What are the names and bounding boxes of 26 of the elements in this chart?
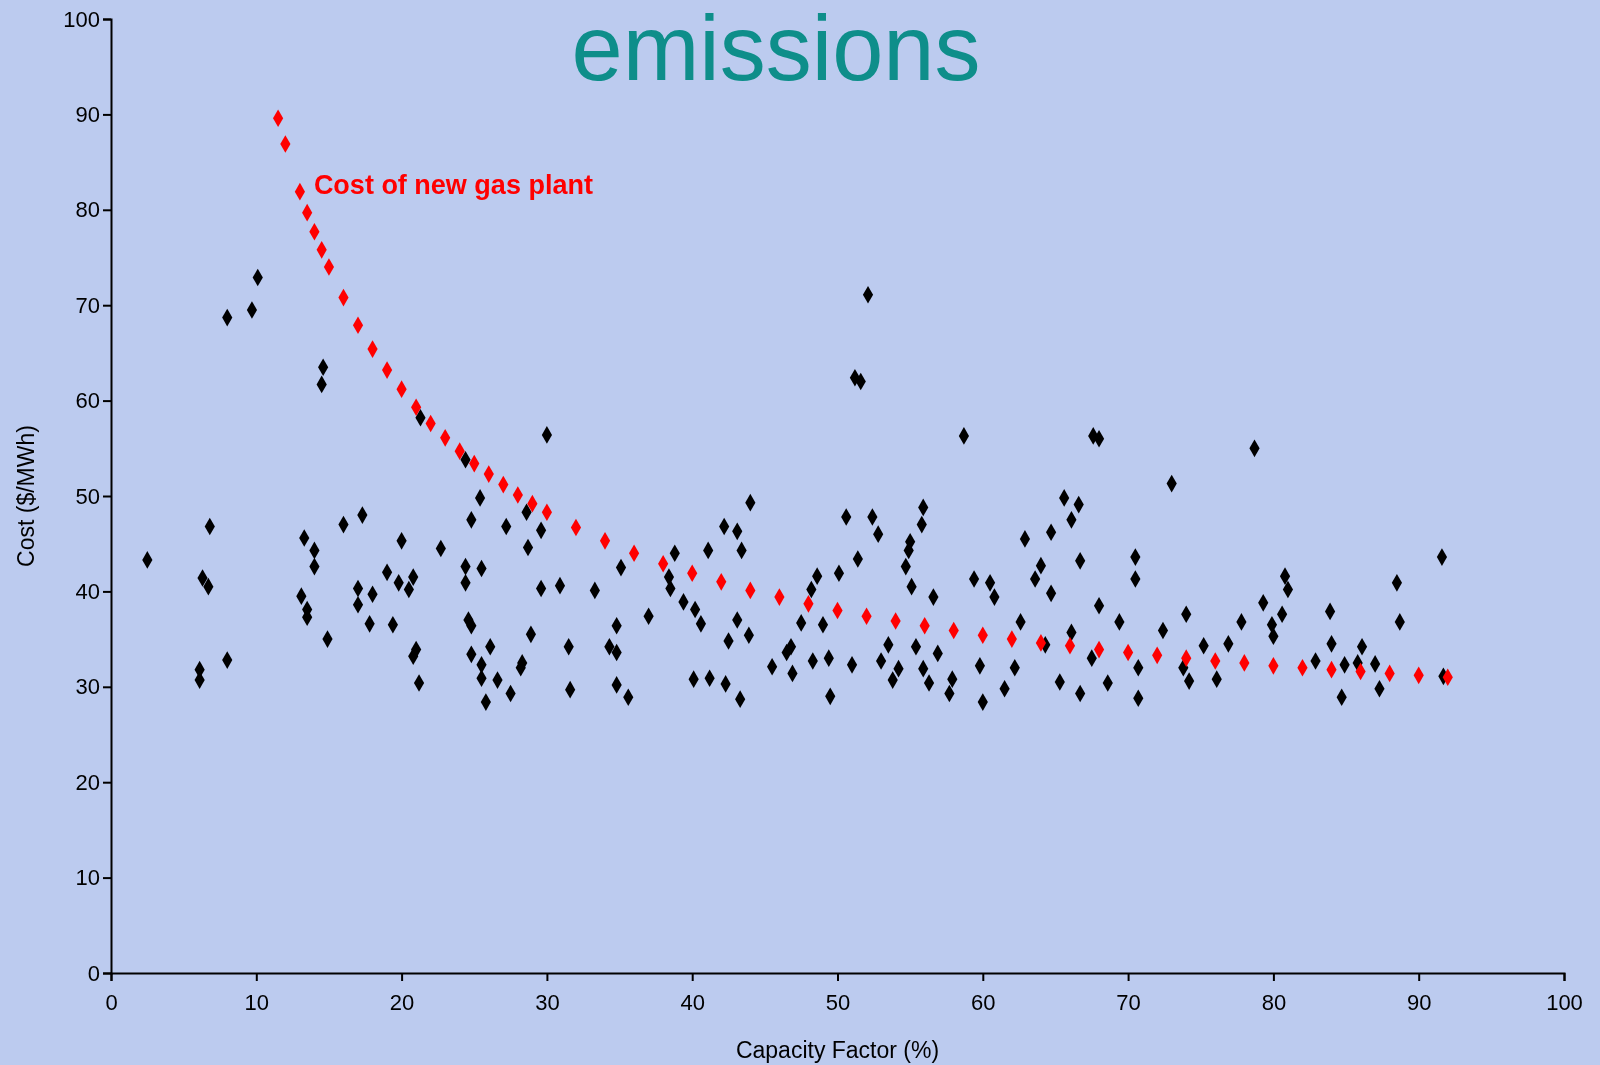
y-tick-label: 80 [75,197,100,223]
y-tick-label: 20 [75,769,100,795]
x-tick-label: 10 [244,990,270,1016]
y-tick-label: 30 [75,674,100,700]
y-tick-label: 100 [63,6,100,32]
series-label: Cost of new gas plant [313,169,593,200]
y-tick-label: 90 [75,101,100,127]
x-tick-label: 60 [971,990,996,1016]
y-tick-label: 10 [75,865,100,891]
x-tick-label: 30 [535,990,560,1016]
y-tick-label: 0 [87,960,100,986]
x-tick-label: 50 [825,990,851,1016]
x-tick-label: 20 [389,990,415,1016]
x-tick-label: 80 [1261,990,1287,1016]
x-tick-label: 100 [1546,990,1583,1016]
x-tick-label: 70 [1116,990,1141,1016]
y-axis-title: Cost ($/MWh) [13,425,39,567]
y-tick-label: 40 [75,578,100,604]
y-tick-label: 70 [75,292,100,318]
chart-title: emissions [571,0,981,99]
x-axis-title: Capacity Factor (%) [735,1037,940,1063]
x-tick-label: 0 [105,990,118,1016]
y-tick-label: 60 [75,388,100,414]
x-tick-label: 90 [1406,990,1432,1016]
y-tick-label: 50 [75,483,100,509]
x-tick-label: 40 [680,990,705,1016]
